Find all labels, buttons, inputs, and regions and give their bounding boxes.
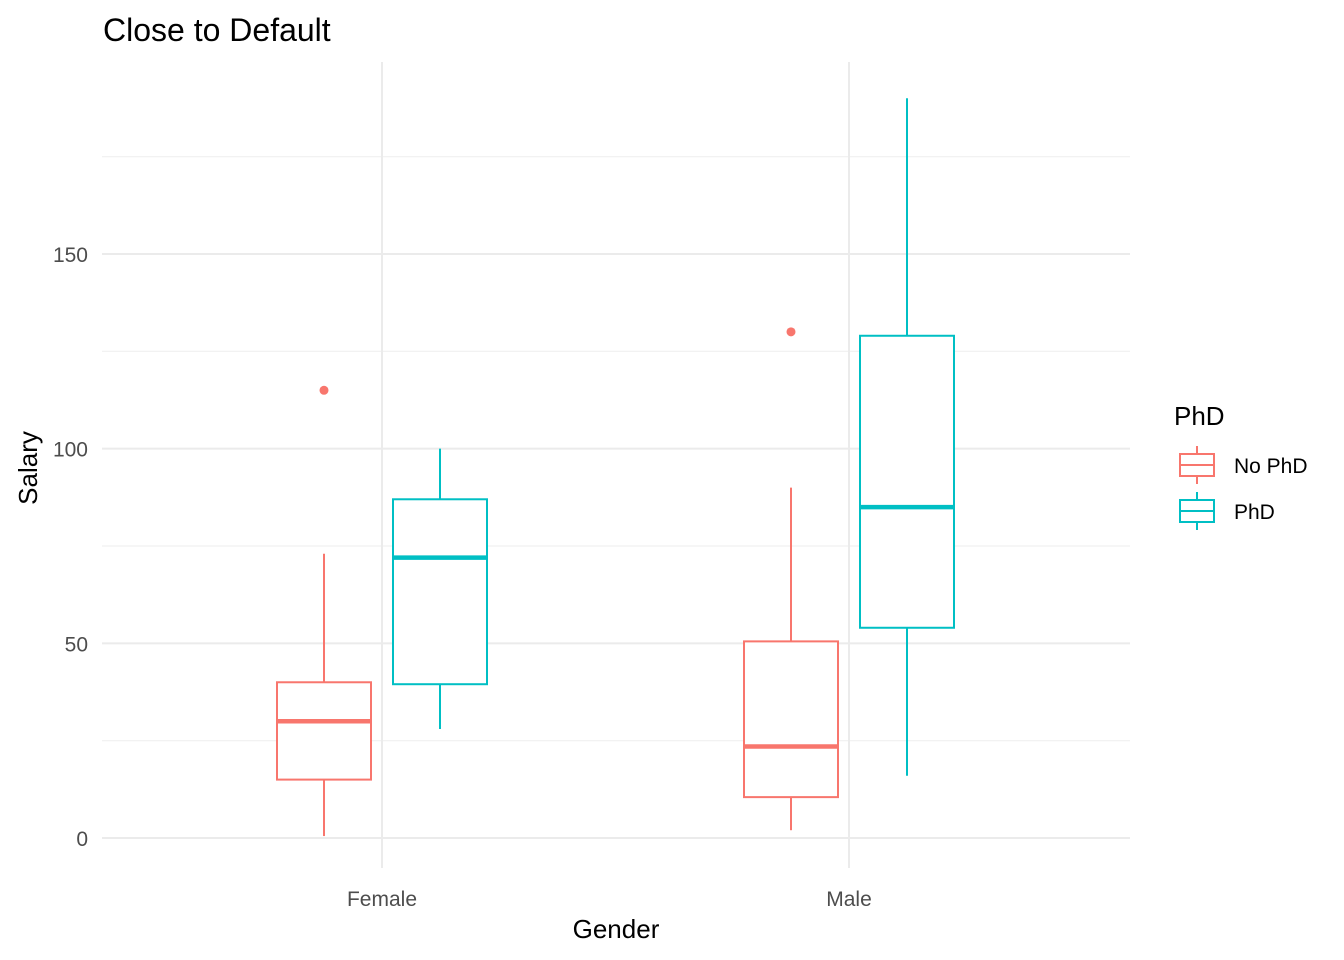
box-phd-female — [392, 448, 488, 729]
box-body — [276, 681, 372, 781]
legend: PhD No PhD PhD — [1174, 401, 1308, 530]
minor-gridlines — [102, 156, 1130, 742]
box-body — [392, 498, 488, 686]
major-gridlines — [102, 62, 1130, 868]
chart-title: Close to Default — [103, 12, 331, 48]
plot-panel — [102, 62, 1130, 868]
legend-items: No PhD PhD — [1179, 446, 1308, 530]
x-axis-ticks: Female Male — [347, 888, 872, 911]
box-no-phd-female — [276, 385, 372, 837]
legend-item-no-phd: No PhD — [1179, 446, 1308, 484]
x-tick-label: Male — [826, 888, 872, 911]
box-body — [859, 334, 955, 629]
box-layer — [276, 98, 955, 837]
y-tick-label: 100 — [53, 439, 88, 462]
box-phd-male — [859, 98, 955, 776]
x-axis-title: Gender — [573, 914, 660, 944]
box-no-phd-male — [743, 327, 839, 831]
legend-item-phd: PhD — [1179, 492, 1275, 530]
y-axis-ticks: 0 50 100 150 — [53, 244, 88, 851]
legend-label: No PhD — [1234, 455, 1308, 478]
y-tick-label: 50 — [65, 633, 88, 656]
legend-title: PhD — [1174, 401, 1225, 431]
x-tick-label: Female — [347, 888, 417, 911]
y-tick-label: 150 — [53, 244, 88, 267]
outlier-point — [319, 385, 329, 395]
box-body — [743, 640, 839, 799]
y-axis-title: Salary — [13, 431, 43, 505]
y-tick-label: 0 — [76, 828, 88, 851]
legend-label: PhD — [1234, 501, 1275, 524]
outlier-point — [786, 327, 796, 337]
